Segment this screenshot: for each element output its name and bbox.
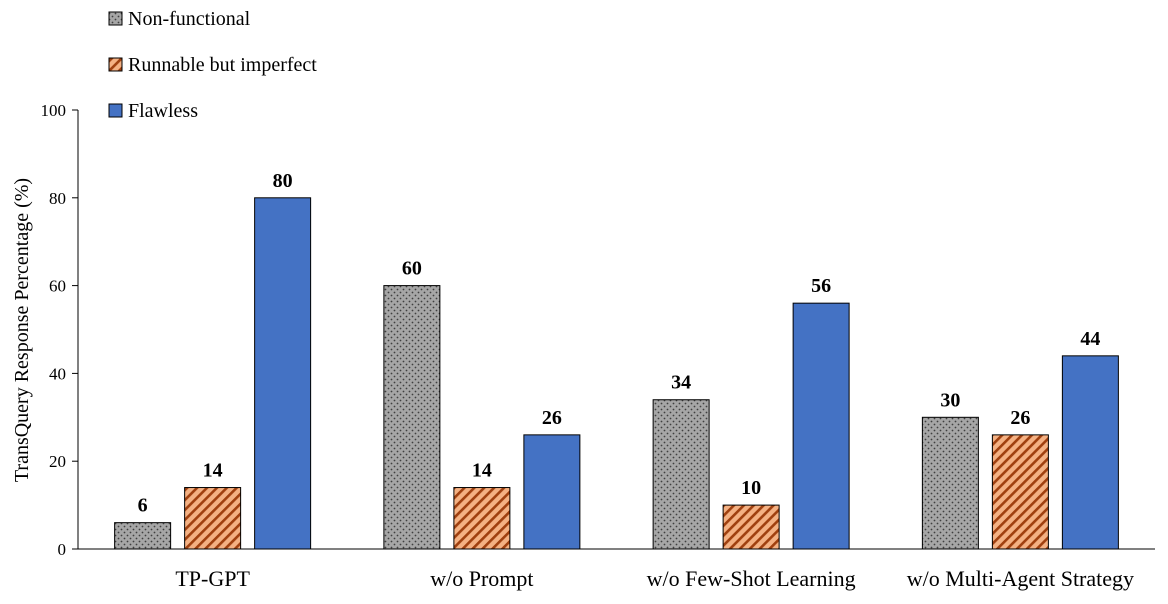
data-label: 80 [273,170,293,192]
bar-non-functional [652,399,710,550]
data-label: 26 [542,407,562,429]
data-label: 44 [1080,328,1100,350]
legend-label: Flawless [128,100,198,122]
x-tick-label: w/o Few-Shot Learning [647,566,856,591]
y-tick-label: 40 [49,364,66,383]
y-axis-title: TransQuery Response Percentage (%) [11,178,33,482]
legend-swatch [108,11,123,26]
legend: Non-functional Runnable but imperfect Flaw… [108,8,317,122]
data-label: 6 [138,495,148,517]
bar-flawless [1061,355,1119,550]
y-tick-label: 100 [41,101,67,120]
data-label: 14 [472,460,492,482]
bar-flawless [792,302,850,550]
bar-non-functional [114,522,172,550]
y-tick-label: 20 [49,452,66,471]
y-tick-label: 60 [49,277,66,296]
bar-runnable-but-imperfect [722,504,780,550]
bar-runnable-but-imperfect [184,487,242,550]
bar-non-functional [383,285,441,550]
data-label: 60 [402,258,422,280]
data-label: 10 [741,477,761,499]
data-label: 26 [1010,407,1030,429]
y-tick-label: 80 [49,189,66,208]
data-label: 56 [811,275,831,297]
x-axis: TP-GPT w/o Prompt w/o Few-Shot Learning w/o… [78,548,1155,591]
bar-runnable-but-imperfect [991,434,1049,550]
x-tick-label: w/o Prompt [430,566,533,591]
legend-label: Non-functional [128,8,251,30]
data-label: 34 [671,372,691,394]
bar-flawless [254,197,312,550]
x-tick-label: TP-GPT [175,566,250,591]
legend-label: Runnable but imperfect [128,54,317,76]
data-label: 14 [203,460,223,482]
bar-flawless [523,434,581,550]
legend-swatch [108,103,123,118]
x-tick-label: w/o Multi-Agent Strategy [907,566,1134,591]
bar-non-functional [921,416,979,550]
y-axis: 0 20 40 60 80 100 [41,101,79,559]
legend-swatch [108,57,123,72]
y-tick-label: 0 [58,540,67,559]
bars: 6 14 80 60 14 26 34 10 56 30 26 44 [114,170,1119,550]
bar-runnable-but-imperfect [453,487,511,550]
data-label: 30 [940,389,960,411]
